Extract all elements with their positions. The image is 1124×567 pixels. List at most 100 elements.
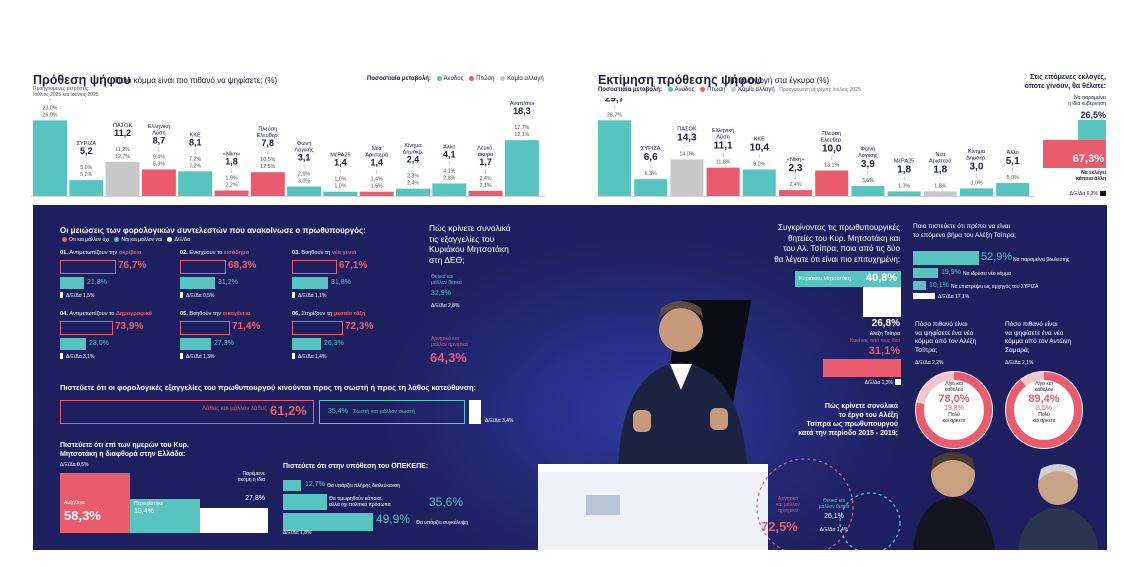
bar-0 — [598, 120, 631, 196]
speaker-suit — [618, 362, 748, 480]
bar-prev1-label: 1,4% — [371, 177, 383, 183]
bar-category-label: ΣΥΡΙΖΑ — [76, 141, 96, 147]
bar-9 — [923, 191, 957, 196]
bar-prev1-label: 11,2% — [115, 147, 130, 153]
bar-direction-arrow: ↑ — [975, 172, 979, 179]
podium-logo — [586, 495, 620, 515]
compare-title-line-4: θα λέγατε ότι είναι πιο επιτυχημένη: — [774, 254, 900, 264]
same-gov-label: Να παραμείνει η ίδια κυβέρνηση — [1040, 95, 1106, 107]
samaras-party-title-line-2: να ψηφίσετε ένα νέο — [1005, 329, 1064, 337]
bar-category-label: ΚΚΕ — [754, 136, 765, 142]
portraits — [913, 452, 1099, 550]
left-prev-note-1: Προηγούμενες μετρήσεις: — [33, 86, 90, 92]
bar-value-label: 1,8 — [897, 164, 911, 175]
bar-direction-arrow: ↑ — [302, 164, 306, 171]
tax-item-number: 03. — [292, 250, 302, 256]
tax-item-keyword: ακρίβεια — [118, 250, 142, 256]
tsipras-step-c-value: 10,1% — [929, 282, 949, 289]
direction-dk-bar — [469, 400, 481, 424]
bar-prev1-label: 4,1% — [443, 168, 455, 174]
bar-value-label: 11,2 — [114, 128, 131, 138]
tsipras-party-title: Πόσο πιθανό είναι να ψηφίσετε ένα νέο κό… — [915, 321, 976, 355]
tax-title: Οι μειώσεις των φορολογικών συντελεστών … — [60, 226, 366, 235]
right-prev-note: Προηγούμενη μέτρηση: Ιούλιος 2025 — [779, 87, 861, 94]
tax-no-bar — [60, 260, 116, 274]
bar-category-label: Λογικής — [858, 152, 878, 159]
direction-wrong-box — [60, 400, 314, 424]
bar-value-label: 2,4 — [407, 155, 420, 165]
bar-category-label: Δημοκρ. — [966, 155, 987, 161]
tax-yes-bar — [180, 277, 215, 289]
bar-prev2-label: 7,2% — [189, 163, 201, 169]
bar-prev1-label: 2,9% — [298, 172, 310, 178]
election-dk: Δ/Ξ/Δα 6,2% — [1069, 191, 1098, 197]
tsipras-face — [931, 453, 975, 497]
donut-background — [1005, 371, 1083, 449]
corruption-title-line-1: Πιστεύετε ότι επί των ημερών του Κυρ. — [60, 442, 189, 449]
compare-title: Συγκρίνοντας τις πρωθυπουργικές θητείες … — [723, 223, 900, 265]
bar-direction-arrow: ↑ — [448, 160, 452, 167]
opekepe-b-label: Θα τιμωρηθούν κάποιοι, αλλά όχι πολιτικά… — [329, 496, 391, 508]
bar-value-label: 29,7 — [605, 98, 625, 104]
bar-direction-arrow: ↑ — [1011, 167, 1015, 174]
compare-tsipras-bar — [863, 287, 901, 317]
bar-category-label: Λύση — [716, 135, 729, 141]
tsipras-party-donut-text: Λίγο και καθόλου 78,0% 19,8% Πολύ και αρ… — [913, 381, 995, 424]
tax-no-bar — [180, 321, 230, 335]
tax-dk-bar — [292, 353, 295, 359]
bar-prev2-label: 12,5% — [260, 164, 275, 170]
tax-yes-bar — [180, 338, 211, 350]
bar-value-label: 1,8 — [225, 157, 238, 167]
bar-value-label: 3,1 — [298, 153, 311, 163]
tax-dk-value: Δ/Ξ/Δα 1,4% — [298, 354, 327, 360]
tax-legend-yes: Ναι και μάλλον ναι — [121, 237, 163, 243]
bar-direction-arrow: ↑ — [339, 169, 343, 176]
tsipras-era-neg-label-line-2: και μάλλον — [776, 502, 800, 508]
bar-prev2-label: 26,0% — [42, 112, 57, 118]
tsipras-step-title: Ποιο πιστεύετε ότι πρέπει να είναι το επ… — [913, 223, 1016, 240]
tax-item-label: 03. Βοηθούν τη νέα γενιά — [292, 250, 356, 256]
bar-11 — [996, 182, 1030, 196]
opekepe-b-label-line-2: αλλά όχι πολιτικά πρόσωπα — [329, 502, 391, 508]
bar-direction-arrow: · — [121, 139, 123, 146]
bar-value-label: 3,0 — [970, 161, 984, 172]
tax-item: 02. Ενισχύουν το εισόδημα 68,3% 31,2% Δ/Ξ/Δ… — [180, 250, 298, 306]
legend-up-dot — [436, 76, 442, 81]
bar-direction-arrow: ↓ — [266, 149, 270, 156]
compare-tsipras-label: Αλέξη Τσίπρα — [869, 331, 900, 337]
tsipras-suit — [913, 497, 995, 550]
bar-prev2-label: 1,0% — [334, 184, 346, 190]
tsipras-era-pos-label-line-2: μάλλον θετικά — [818, 504, 850, 510]
bar-value-label: 4,1 — [443, 149, 456, 159]
bar-category-label: ΚΚΕ — [190, 132, 201, 138]
bar-category-label: Λευκό, — [477, 144, 494, 151]
bar-prev-label: 9,0% — [753, 161, 765, 167]
tsipras-party-title-line-3: κόμμα από τον Αλέξη — [915, 338, 977, 345]
tax-no-value: 73,9% — [115, 321, 144, 332]
bar-direction-arrow: · — [686, 144, 688, 151]
election-question-line-1: Στις επόμενες εκλογές, — [1029, 74, 1106, 81]
tsipras-step-b-label: Να ιδρύσει νέο κόμμα — [963, 271, 1011, 277]
tax-dk-bar — [60, 353, 63, 359]
tsipras-portrait — [913, 452, 995, 550]
bar-3 — [706, 167, 740, 196]
same-gov-value: 26,5% — [1080, 110, 1106, 120]
bar-prev2-label: 1,5% — [371, 184, 383, 190]
bar-prev1-label: 2,4% — [480, 176, 492, 182]
same-gov-label-line-2: η ίδια κυβέρνηση — [1068, 101, 1106, 107]
right-legend-same: Καμία αλλαγή — [738, 87, 775, 94]
tax-item-number: 01. — [60, 250, 70, 256]
direction-wrong-label: Λάθος και μάλλον λάθος — [202, 406, 267, 412]
bar-category-label: Κίνημα — [968, 149, 986, 155]
samaras-party-high-label-2: και αρκετά — [1032, 418, 1056, 424]
corruption-same-value: 27,8% — [245, 495, 265, 502]
deth-negative-label: Αρνητικά και μάλλον αρνητικά — [431, 336, 468, 348]
tsipras-party-high-value: 19,8% — [944, 405, 964, 412]
right-legend: Ποσοστιαία μεταβολή: Άνοδος Πτώση Καμία … — [598, 87, 861, 94]
tsipras-era-pos-label-line-1: Θετικά και — [822, 498, 846, 504]
tax-yes-bar — [60, 277, 84, 289]
speaker-photo — [538, 300, 768, 550]
deth-positive-label-line-2: μάλλον θετικά — [431, 280, 462, 286]
deth-positive-label-line-1: Θετικά και — [431, 274, 454, 280]
compare-mitsotakis-label: Κυριάκου Μητσοτάκη — [799, 276, 851, 282]
